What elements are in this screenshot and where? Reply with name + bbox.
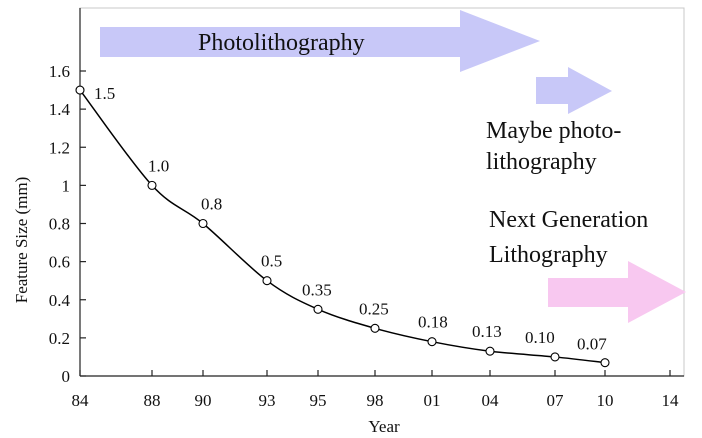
next-generation-label-line1: Next Generation bbox=[489, 207, 648, 233]
x-ticks: 84 88 90 93 95 98 01 04 07 10 14 bbox=[72, 370, 680, 410]
y-ticks: 0 0.2 0.4 0.6 0.8 1 1.2 1.4 1.6 bbox=[49, 62, 86, 386]
next-generation-lithography-arrow bbox=[548, 261, 686, 323]
y-tick-label: 0.4 bbox=[49, 291, 71, 310]
x-tick-label: 98 bbox=[367, 391, 384, 410]
maybe-photolithography-label-line2: lithography bbox=[486, 149, 597, 175]
x-tick-label: 84 bbox=[72, 391, 90, 410]
data-point bbox=[198, 218, 208, 229]
data-label: 0.8 bbox=[201, 195, 222, 214]
data-point bbox=[313, 304, 323, 314]
x-axis-title: Year bbox=[368, 417, 400, 436]
data-label: 0.18 bbox=[418, 313, 448, 332]
data-points bbox=[75, 85, 610, 368]
data-label: 0.13 bbox=[472, 322, 502, 341]
data-label: 0.5 bbox=[261, 252, 282, 271]
data-point bbox=[550, 352, 560, 362]
x-tick-label: 90 bbox=[195, 391, 212, 410]
data-label: 0.35 bbox=[302, 280, 332, 299]
y-tick-label: 0.6 bbox=[49, 253, 70, 272]
y-tick-label: 1.4 bbox=[49, 100, 71, 119]
photolithography-label: Photolithography bbox=[198, 30, 365, 56]
data-point bbox=[427, 337, 437, 347]
data-point bbox=[370, 323, 380, 333]
data-label: 0.07 bbox=[577, 335, 607, 354]
data-label: 0.10 bbox=[525, 328, 555, 347]
data-point bbox=[262, 276, 272, 286]
y-tick-label: 1.2 bbox=[49, 138, 70, 157]
maybe-photolithography-arrow bbox=[536, 67, 612, 114]
data-point bbox=[75, 85, 85, 95]
maybe-photolithography-label-line1: Maybe photo- bbox=[486, 118, 621, 144]
x-tick-label: 95 bbox=[310, 391, 327, 410]
y-tick-label: 1.6 bbox=[49, 62, 70, 81]
y-tick-label: 1 bbox=[62, 176, 71, 195]
x-tick-label: 14 bbox=[662, 391, 680, 410]
data-point bbox=[485, 346, 495, 356]
x-tick-label: 88 bbox=[144, 391, 161, 410]
plot-frame bbox=[79, 7, 685, 377]
x-tick-label: 07 bbox=[547, 391, 565, 410]
y-tick-label: 0 bbox=[62, 367, 71, 386]
data-point bbox=[147, 180, 157, 190]
x-tick-label: 04 bbox=[482, 391, 500, 410]
y-axis-title: Feature Size (mm) bbox=[12, 177, 31, 304]
data-point bbox=[600, 358, 610, 368]
data-label: 1.0 bbox=[148, 156, 169, 175]
x-tick-label: 01 bbox=[424, 391, 441, 410]
data-label: 1.5 bbox=[94, 84, 115, 103]
photolithography-arrow bbox=[100, 10, 540, 72]
y-tick-label: 0.8 bbox=[49, 215, 70, 234]
x-tick-label: 93 bbox=[259, 391, 276, 410]
y-tick-label: 0.2 bbox=[49, 329, 70, 348]
data-labels: 1.5 1.0 0.8 0.5 0.35 0.25 0.18 0.13 0.10 0.07 bbox=[94, 84, 607, 354]
data-label: 0.25 bbox=[359, 299, 389, 318]
next-generation-label-line2: Lithography bbox=[489, 242, 608, 268]
x-tick-label: 10 bbox=[597, 391, 614, 410]
feature-size-curve bbox=[79, 89, 606, 364]
